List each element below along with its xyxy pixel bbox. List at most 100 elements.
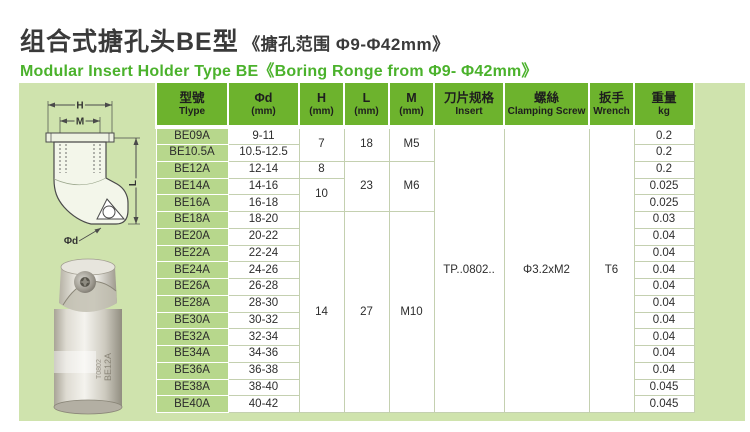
boring-head-product-photo: BE12A T0802 — [53, 258, 123, 415]
spec-row-BE18A: BE18A 18-20 14 27 M10 0.03 — [155, 211, 695, 413]
diameter-range-cell: 10.5-12.5 — [227, 144, 300, 162]
spec-row-BE32A: BE32A 32-34 0.04 — [155, 328, 695, 346]
weight-cell: 0.04 — [633, 278, 695, 296]
model-cell: BE22A — [155, 244, 229, 263]
diameter-range-cell: 22-24 — [227, 244, 300, 263]
weight-cell: 0.2 — [633, 160, 695, 179]
spec-row-BE22A: BE22A 22-24 0.04 — [155, 244, 695, 263]
spec-row-BE36A: BE36A 36-38 0.04 — [155, 361, 695, 380]
model-cell: BE32A — [155, 328, 229, 346]
model-cell: BE24A — [155, 261, 229, 279]
boring-head-diagram: H M — [45, 99, 141, 247]
spec-row-BE40A: BE40A 40-42 0.045 — [155, 395, 695, 413]
weight-cell: 0.04 — [633, 361, 695, 380]
diameter-range-cell: 32-34 — [227, 328, 300, 346]
diameter-range-cell: 36-38 — [227, 361, 300, 380]
spec-row-BE09A: BE09A 9-11 7 18 M5 TP..0802.. Φ3.2xM2 T6 0.2 — [155, 126, 695, 413]
weight-cell: 0.045 — [633, 378, 695, 397]
weight-cell: 0.04 — [633, 244, 695, 263]
spec-row-BE24A: BE24A 24-26 0.04 — [155, 261, 695, 279]
spec-table: 型號 Tlype Φd (mm) H (mm) L (mm) M (mm) 刀片规格 Insert 螺絲… — [155, 83, 695, 413]
h-cell: 7 — [298, 126, 345, 162]
model-cell: BE20A — [155, 227, 229, 246]
col-header-d: Φd (mm) — [228, 83, 300, 129]
diameter-range-cell: 9-11 — [227, 126, 300, 145]
diameter-range-cell: 14-16 — [227, 177, 300, 196]
col-header-screw: 螺絲 Clamping Screw — [504, 83, 590, 129]
col-header-m: M (mm) — [389, 83, 435, 129]
page-title-zh: 组合式搪孔头BE型 — [20, 28, 239, 56]
diameter-range-cell: 30-32 — [227, 311, 300, 330]
weight-cell: 0.025 — [633, 177, 695, 196]
screw-cell: Φ3.2xM2 — [503, 126, 590, 413]
col-header-wrench: 扳手 Wrench — [589, 83, 635, 129]
spec-row-BE10.5A: BE10.5A 10.5-12.5 0.2 — [155, 144, 695, 162]
spec-row-BE12A: BE12A 12-14 8 23 M6 0.2 — [155, 160, 695, 213]
weight-cell: 0.04 — [633, 328, 695, 346]
spec-row-BE38A: BE38A 38-40 0.045 — [155, 378, 695, 397]
h-cell: 10 — [298, 177, 345, 212]
col-header-type: 型號 Tlype — [155, 83, 229, 129]
diameter-range-cell: 40-42 — [227, 395, 300, 413]
page-title-zh-range: 《搪孔范围 Φ9-Φ42mm》 — [243, 35, 450, 54]
model-cell: BE14A — [155, 177, 229, 196]
spec-row-BE14A: BE14A 14-16 10 0.025 — [155, 177, 695, 212]
wrench-cell: T6 — [588, 126, 635, 413]
col-header-h: H (mm) — [299, 83, 345, 129]
model-cell: BE09A — [155, 126, 229, 145]
h-cell: 14 — [298, 211, 345, 413]
model-cell: BE30A — [155, 311, 229, 330]
l-cell: 23 — [343, 160, 390, 213]
col-header-weight: 重量 kg — [634, 83, 695, 129]
insert-cell: TP..0802.. — [433, 126, 505, 413]
dim-label-d: Φd — [64, 236, 78, 247]
page-subtitle-en: Modular Insert Holder Type BE《Boring Ron… — [20, 63, 538, 80]
model-cell: BE38A — [155, 378, 229, 397]
weight-cell: 0.04 — [633, 261, 695, 279]
col-header-l: L (mm) — [344, 83, 390, 129]
page-title: 组合式搪孔头BE型 《搪孔范围 Φ9-Φ42mm》 — [20, 22, 450, 58]
diameter-range-cell: 18-20 — [227, 211, 300, 229]
content-area: H M — [19, 83, 745, 421]
model-cell: BE40A — [155, 395, 229, 413]
diameter-range-cell: 12-14 — [227, 160, 300, 179]
weight-cell: 0.03 — [633, 211, 695, 229]
weight-cell: 0.045 — [633, 395, 695, 413]
diameter-range-cell: 34-36 — [227, 345, 300, 363]
dim-label-m: M — [76, 117, 84, 128]
spec-table-header-row: 型號 Tlype Φd (mm) H (mm) L (mm) M (mm) 刀片规格 Insert 螺絲… — [155, 83, 695, 129]
weight-cell: 0.04 — [633, 227, 695, 246]
model-cell: BE26A — [155, 278, 229, 296]
h-cell: 8 — [298, 160, 345, 179]
weight-cell: 0.04 — [633, 311, 695, 330]
weight-cell: 0.025 — [633, 194, 695, 212]
model-cell: BE18A — [155, 211, 229, 229]
diameter-range-cell: 16-18 — [227, 194, 300, 212]
spec-row-BE26A: BE26A 26-28 0.04 — [155, 278, 695, 296]
diameter-range-cell: 20-22 — [227, 227, 300, 246]
diameter-range-cell: 38-40 — [227, 378, 300, 397]
model-cell: BE28A — [155, 294, 229, 313]
diameter-range-cell: 28-30 — [227, 294, 300, 313]
weight-cell: 0.2 — [633, 144, 695, 162]
col-header-insert: 刀片规格 Insert — [434, 83, 505, 129]
diameter-range-cell: 24-26 — [227, 261, 300, 279]
model-cell: BE36A — [155, 361, 229, 380]
m-cell: M10 — [388, 211, 435, 413]
m-cell: M6 — [388, 160, 435, 213]
weight-cell: 0.04 — [633, 345, 695, 363]
model-cell: BE10.5A — [155, 144, 229, 162]
weight-cell: 0.2 — [633, 126, 695, 145]
model-cell: BE34A — [155, 345, 229, 363]
l-cell: 27 — [343, 211, 390, 413]
dim-label-h: H — [76, 101, 83, 112]
weight-cell: 0.04 — [633, 294, 695, 313]
model-cell: BE12A — [155, 160, 229, 179]
spec-table-wrap: 型號 Tlype Φd (mm) H (mm) L (mm) M (mm) 刀片规格 Insert 螺絲… — [155, 83, 695, 413]
l-cell: 18 — [343, 126, 390, 162]
photo-marking-model: BE12A — [103, 353, 113, 381]
figure-panel: H M — [19, 83, 155, 421]
m-cell: M5 — [388, 126, 435, 162]
diameter-range-cell: 26-28 — [227, 278, 300, 296]
dim-label-l: L — [128, 180, 139, 186]
